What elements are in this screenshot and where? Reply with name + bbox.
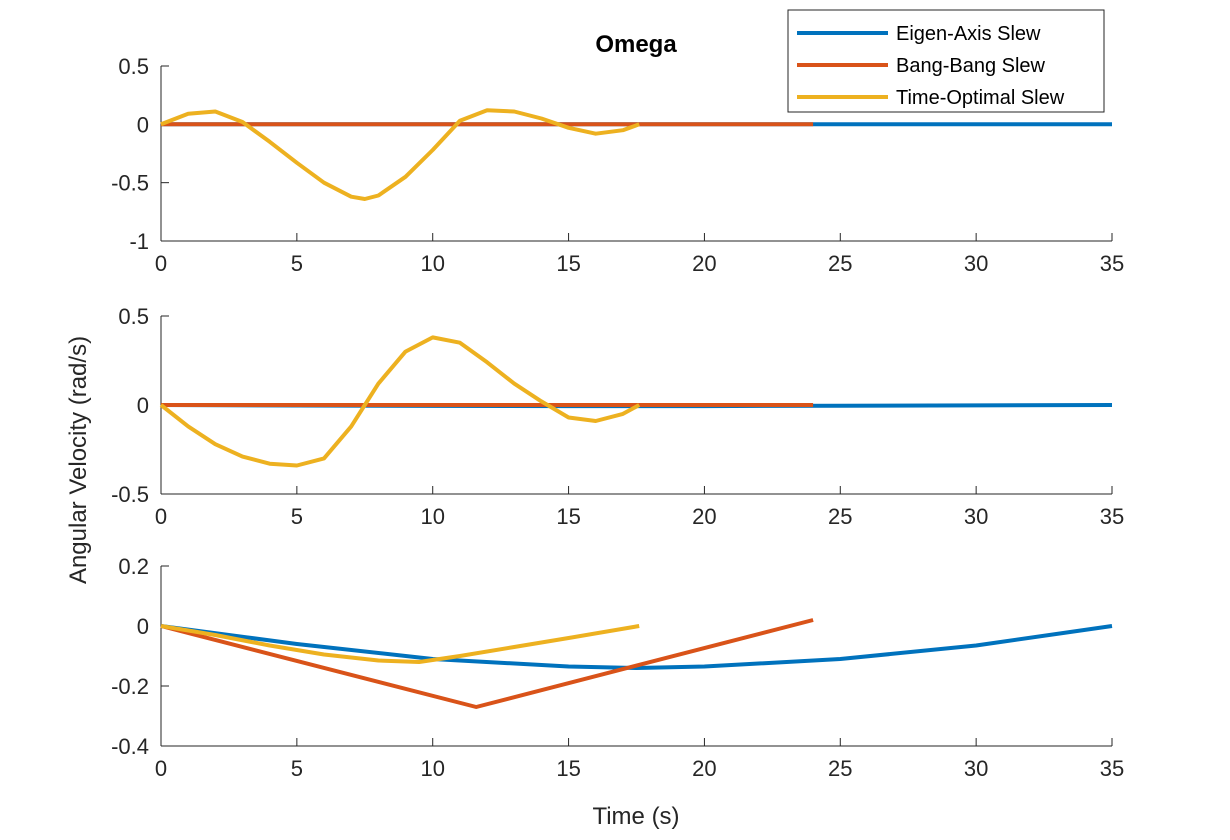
legend-label-time-optimal-slew: Time-Optimal Slew [896, 87, 1065, 109]
x-tick-label: 5 [291, 251, 303, 276]
x-tick-label: 5 [291, 504, 303, 529]
x-tick-label: 25 [828, 756, 852, 781]
y-tick-label: -0.4 [111, 734, 149, 759]
series-line-time-optimal-slew [160, 624, 640, 664]
x-tick-label: 15 [556, 504, 580, 529]
y-tick-label: -1 [129, 229, 149, 254]
series-line-time-optimal-slew [159, 335, 641, 468]
x-tick-label: 35 [1100, 756, 1124, 781]
x-tick-label: 30 [964, 504, 988, 529]
x-tick-label: 5 [291, 756, 303, 781]
x-tick-label: 25 [828, 504, 852, 529]
y-tick-label: -0.5 [111, 482, 149, 507]
subplot-3: 0 5 10 15 20 25 30 35 0.2 0 -0.2 -0.4 [111, 554, 1124, 781]
y-tick-label: 0 [137, 393, 149, 418]
x-tick-label: 10 [420, 251, 444, 276]
x-tick-label: 15 [556, 756, 580, 781]
y-tick-label: 0.2 [118, 554, 149, 579]
y-axis-title: Angular Velocity (rad/s) [65, 336, 92, 584]
y-tick-label: -0.2 [111, 674, 149, 699]
x-axis-title: Time (s) [592, 803, 679, 830]
legend-label-bang-bang-slew: Bang-Bang Slew [896, 55, 1046, 77]
x-tick-label: 35 [1100, 504, 1124, 529]
series-line-eigen-axis-slew [160, 624, 1113, 670]
legend-label-eigen-axis-slew: Eigen-Axis Slew [896, 23, 1041, 45]
series-line-time-optimal-slew [160, 108, 640, 201]
axes-layer: 0 5 10 15 20 25 30 350.50-0.5-10 5 10 15 20 25 30 350.… [111, 54, 1124, 781]
y-tick-label: -0.5 [111, 171, 149, 196]
subplot-1: 0 5 10 15 20 25 30 35 0.5 0 -0.5 -1 [111, 54, 1124, 276]
x-tick-label: 30 [964, 756, 988, 781]
x-tick-label: 15 [556, 251, 580, 276]
x-tick-label: 30 [964, 251, 988, 276]
x-tick-label: 10 [420, 504, 444, 529]
y-tick-label: 0 [137, 614, 149, 639]
x-tick-label: 20 [692, 251, 716, 276]
x-tick-label: 10 [420, 756, 444, 781]
subplot-2: 0 5 10 15 20 25 30 350.50-0.5 [111, 304, 1124, 529]
y-tick-label: 0 [137, 112, 149, 137]
x-tick-label: 35 [1100, 251, 1124, 276]
legend: Eigen-Axis Slew Bang-Bang Slew Time-Optima… [787, 9, 1105, 113]
x-tick-label: 25 [828, 251, 852, 276]
x-tick-label: 0 [155, 251, 167, 276]
x-tick-label: 0 [155, 504, 167, 529]
x-tick-label: 20 [692, 756, 716, 781]
series-line-bang-bang-slew [160, 618, 814, 709]
x-tick-label: 20 [692, 504, 716, 529]
y-tick-label: 0.5 [118, 54, 149, 79]
y-tick-label: 0.5 [118, 304, 149, 329]
x-tick-label: 0 [155, 756, 167, 781]
plot-title: Omega [595, 31, 677, 58]
